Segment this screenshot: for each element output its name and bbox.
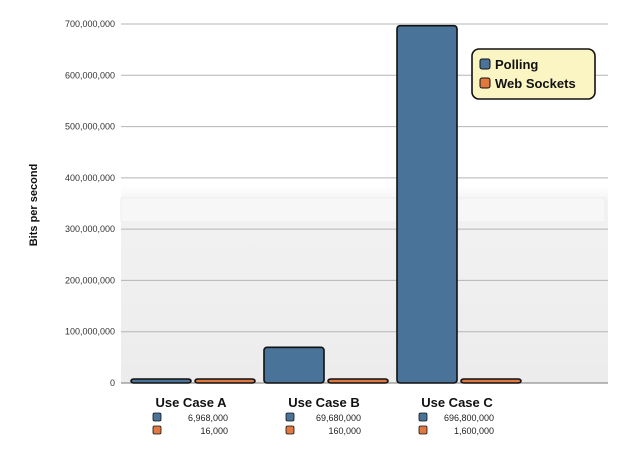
- bar-polling-2: [396, 24, 458, 384]
- legend-box: [471, 48, 596, 100]
- category-label-1: Use Case B: [288, 395, 360, 410]
- y-tick-label-5: 500,000,000: [65, 122, 115, 132]
- value-swatch-1-0: [152, 425, 162, 435]
- bar-polling-0: [130, 378, 192, 384]
- y-tick-label-1: 100,000,000: [65, 327, 115, 337]
- y-tick-label-3: 300,000,000: [65, 224, 115, 234]
- bar-polling-1: [263, 346, 325, 384]
- plot-highlight-band: [120, 197, 606, 223]
- value-swatch-1-1: [285, 425, 295, 435]
- legend: Polling Web Sockets: [471, 48, 596, 100]
- y-tick-label-0: 0: [110, 378, 115, 388]
- bar-web-sockets-2: [460, 378, 522, 384]
- bar-web-sockets-0: [194, 378, 256, 384]
- legend-label-polling: Polling: [495, 57, 538, 72]
- legend-swatch-web-sockets: [479, 77, 491, 89]
- category-label-2: Use Case C: [421, 395, 493, 410]
- y-axis-ticks: 0 100,000,000 200,000,000 300,000,000 400,00…: [65, 19, 115, 388]
- value-swatch-0-1: [285, 412, 295, 422]
- value-swatch-0-0: [152, 412, 162, 422]
- value-label-1-2: 1,600,000: [454, 426, 494, 436]
- value-label-1-0: 16,000: [200, 426, 228, 436]
- y-tick-label-4: 400,000,000: [65, 173, 115, 183]
- category-label-0: Use Case A: [155, 395, 227, 410]
- value-swatch-0-2: [418, 412, 428, 422]
- value-label-0-0: 6,968,000: [188, 413, 228, 423]
- bar-web-sockets-1: [327, 378, 389, 384]
- value-label-0-2: 696,800,000: [444, 413, 494, 423]
- value-label-1-1: 160,000: [328, 426, 361, 436]
- legend-swatch-polling: [479, 58, 491, 70]
- y-tick-label-7: 700,000,000: [65, 19, 115, 29]
- y-tick-label-6: 600,000,000: [65, 70, 115, 80]
- category-labels: Use Case A 6,968,000 16,000 Use Case B 69,68…: [152, 395, 494, 436]
- y-tick-label-2: 200,000,000: [65, 275, 115, 285]
- value-label-0-1: 69,680,000: [316, 413, 361, 423]
- legend-label-web-sockets: Web Sockets: [495, 76, 576, 91]
- bars: [130, 24, 522, 384]
- value-swatch-1-2: [418, 425, 428, 435]
- y-axis-label: Bits per second: [28, 164, 40, 247]
